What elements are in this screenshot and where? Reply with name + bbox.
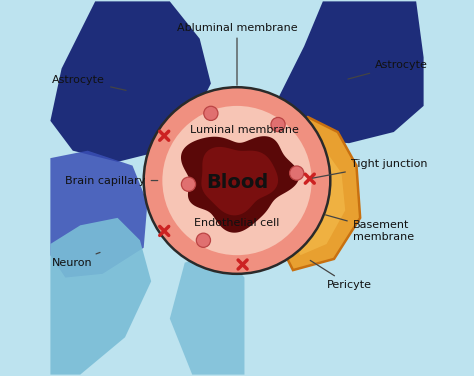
Polygon shape [201,147,278,215]
Polygon shape [50,2,211,162]
Circle shape [204,106,218,120]
Text: Blood: Blood [206,173,268,192]
Text: Basement
membrane: Basement membrane [326,215,414,242]
Polygon shape [278,139,345,255]
Text: Brain capillary: Brain capillary [65,176,158,185]
Text: Pericyte: Pericyte [310,261,372,290]
Text: Tight junction: Tight junction [312,159,428,178]
Polygon shape [267,117,360,270]
Polygon shape [50,218,151,374]
Text: Astrocyte: Astrocyte [52,75,126,90]
Polygon shape [50,151,147,277]
Circle shape [182,177,196,191]
Circle shape [196,233,210,247]
Circle shape [271,117,285,132]
Text: Neuron: Neuron [52,252,100,268]
Circle shape [290,166,304,180]
Polygon shape [274,2,424,143]
Circle shape [163,106,311,255]
Polygon shape [181,136,299,233]
Text: Astrocyte: Astrocyte [348,60,428,79]
Circle shape [301,177,323,199]
Text: Endothelial cell: Endothelial cell [194,218,280,229]
Text: Luminal membrane: Luminal membrane [190,125,299,135]
Circle shape [144,87,330,274]
Polygon shape [170,252,245,374]
Text: Abluminal membrane: Abluminal membrane [177,23,297,85]
